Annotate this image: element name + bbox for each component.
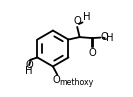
Text: O: O (73, 16, 81, 26)
Text: O: O (101, 32, 109, 42)
Text: O: O (89, 48, 96, 58)
Text: methoxy: methoxy (59, 78, 93, 87)
Text: O: O (53, 75, 61, 85)
Text: H: H (106, 33, 113, 43)
Text: H: H (84, 12, 91, 22)
Text: O: O (26, 60, 34, 70)
Text: H: H (25, 66, 33, 76)
